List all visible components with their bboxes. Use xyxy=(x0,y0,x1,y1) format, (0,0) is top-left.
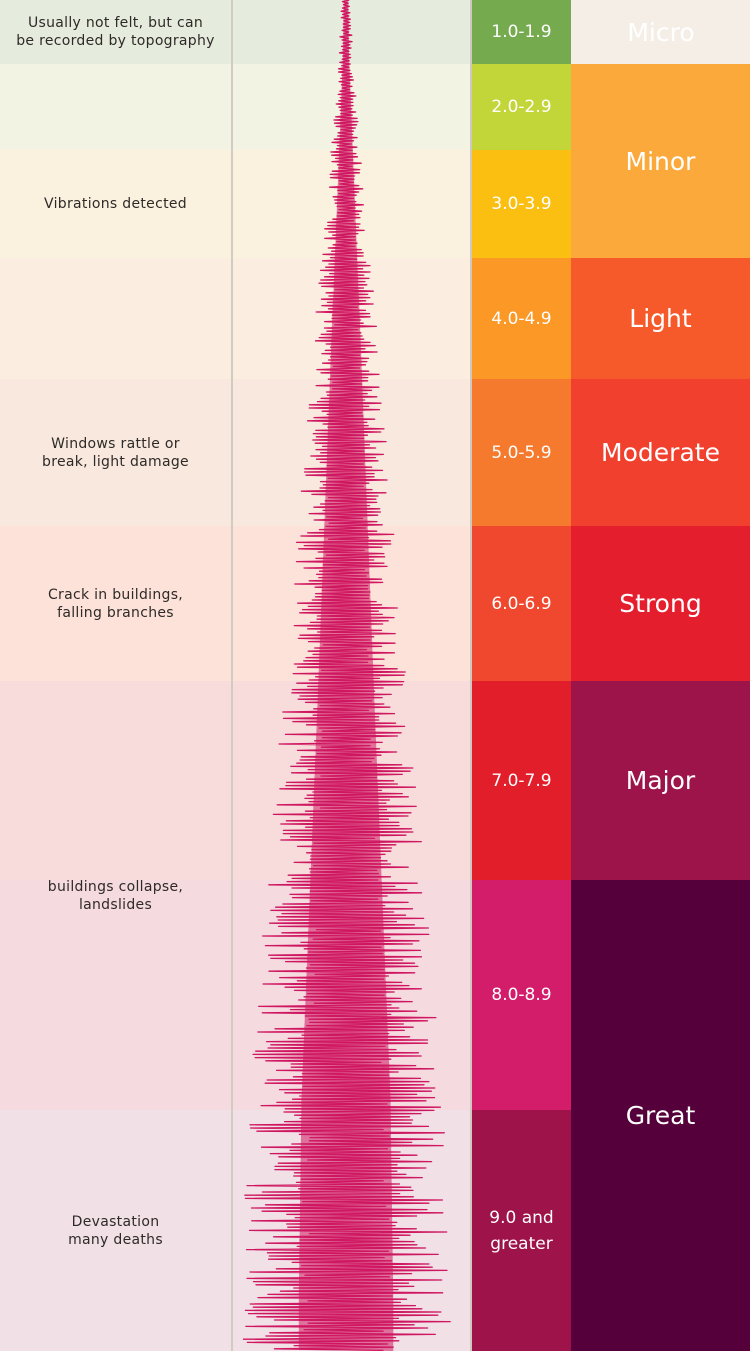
magnitude-range: 6.0-6.9 xyxy=(472,526,571,681)
magnitude-range: 1.0-1.9 xyxy=(472,0,571,64)
magnitude-class-light: Light xyxy=(571,258,750,379)
waveform-trace xyxy=(242,0,451,1351)
effect-label: Windows rattle or break, light damage xyxy=(42,435,189,470)
effect-label: buildings collapse, landslides xyxy=(47,878,184,913)
magnitude-range: 8.0-8.9 xyxy=(472,880,571,1110)
magnitude-class-strong: Strong xyxy=(571,526,750,681)
seismograph-waveform xyxy=(242,0,451,1351)
band-5 xyxy=(0,526,471,681)
band-1 xyxy=(0,64,471,150)
magnitude-range: 5.0-5.9 xyxy=(472,379,571,526)
band-2 xyxy=(0,150,471,258)
magnitude-range: 7.0-7.9 xyxy=(472,681,571,880)
magnitude-class-micro: Micro xyxy=(627,17,695,47)
effect-label: Crack in buildings, falling branches xyxy=(47,586,184,621)
band-4 xyxy=(0,379,471,526)
band-3 xyxy=(0,258,471,379)
magnitude-class-minor: Minor xyxy=(571,64,750,258)
magnitude-class-moderate: Moderate xyxy=(571,379,750,526)
magnitude-class-major: Major xyxy=(571,681,750,880)
column-divider-left xyxy=(231,0,233,1351)
effect-label: Devastation many deaths xyxy=(68,1213,163,1248)
column-divider-right xyxy=(470,0,472,1351)
magnitude-class-great: Great xyxy=(571,880,750,1351)
magnitude-range: 4.0-4.9 xyxy=(472,258,571,379)
magnitude-range: 3.0-3.9 xyxy=(472,150,571,258)
effect-label: Vibrations detected xyxy=(44,196,187,212)
band-0 xyxy=(0,0,471,64)
effect-label: Usually not felt, but can be recorded by… xyxy=(16,15,215,49)
magnitude-range: 2.0-2.9 xyxy=(472,64,571,150)
magnitude-range: 9.0 and greater xyxy=(472,1110,571,1351)
